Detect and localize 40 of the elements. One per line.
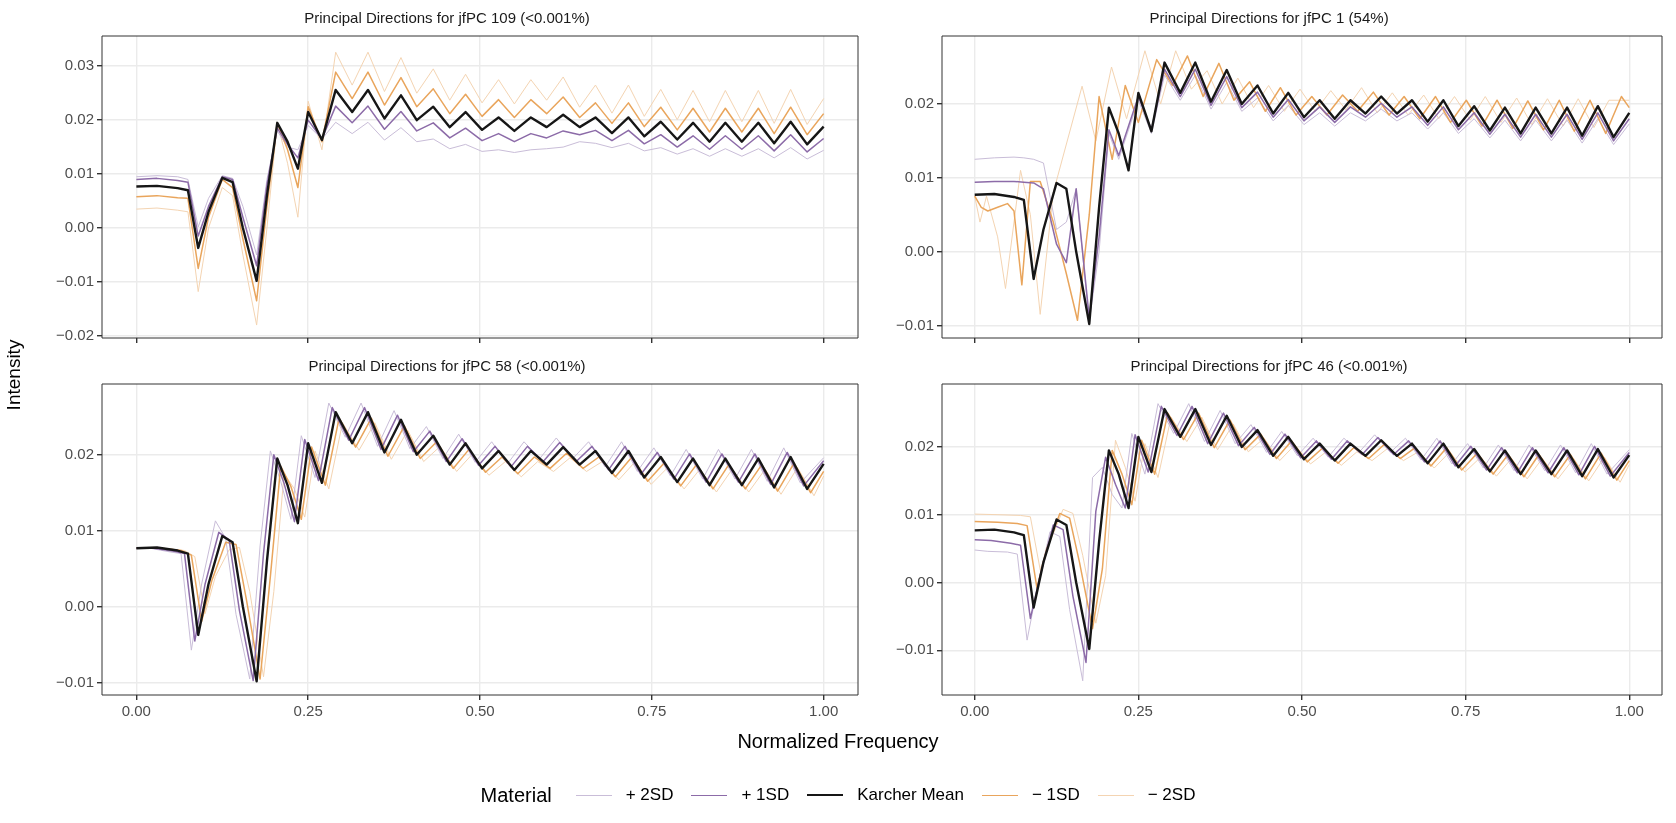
x-tick-label: 0.25 [293,702,323,720]
y-tick-label: 0.00 [64,218,94,236]
y-tick-label: 0.01 [904,504,934,522]
chart-title: Principal Directions for jfPC 109 (<0.001%) [304,9,590,27]
x-tick-label: 0.50 [465,702,495,720]
y-tick-label: 0.00 [904,241,934,259]
x-tick-label: 0.00 [960,702,990,720]
legend-label: − 2SD [1147,785,1196,805]
x-tick-label: 0.75 [1451,702,1481,720]
x-tick-label: 0.25 [1123,702,1153,720]
y-tick-label: 0.02 [64,110,94,128]
y-tick-label: −0.01 [56,272,94,290]
x-tick-label: 0.75 [637,702,667,720]
legend-label: + 1SD [741,785,790,805]
x-tick-label: 0.00 [121,702,151,720]
y-tick-label: 0.01 [904,167,934,185]
x-tick-label: 0.50 [1287,702,1317,720]
legend-title: Material [480,783,552,807]
y-tick-label: −0.01 [896,640,934,658]
y-tick-label: 0.01 [64,520,94,538]
chart-title: Principal Directions for jfPC 1 (54%) [1149,9,1389,27]
y-tick-label: 0.03 [64,56,94,74]
x-axis-title: Normalized Frequency [736,730,940,753]
y-tick-label: −0.01 [56,672,94,690]
x-tick-label: 1.00 [1614,702,1644,720]
y-tick-label: −0.02 [56,325,94,343]
y-tick-label: 0.02 [904,437,934,455]
y-tick-label: 0.00 [64,596,94,614]
y-axis-title: Intensity [3,339,25,411]
chart-title: Principal Directions for jfPC 58 (<0.001%) [308,357,586,375]
y-tick-label: 0.00 [904,572,934,590]
legend-label: − 1SD [1031,785,1080,805]
legend-label: + 2SD [625,785,674,805]
y-tick-label: 0.01 [64,164,94,182]
chart-title: Principal Directions for jfPC 46 (<0.001%) [1130,357,1408,375]
legend-label: Karcher Mean [857,785,964,805]
y-tick-label: 0.02 [64,444,94,462]
y-tick-label: 0.02 [904,94,934,112]
y-tick-label: −0.01 [896,315,934,333]
x-tick-label: 1.00 [809,702,839,720]
